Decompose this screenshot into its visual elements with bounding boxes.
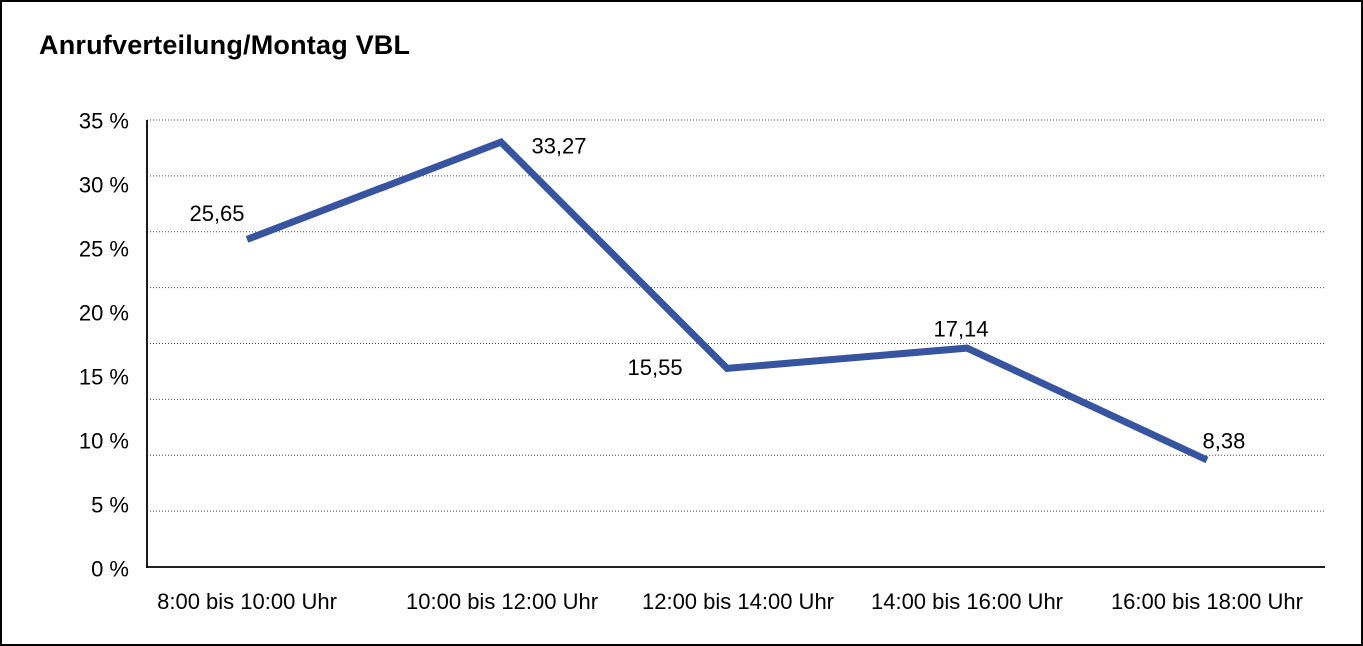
x-category-label: 8:00 bis 10:00 Uhr	[157, 589, 337, 614]
x-category-label: 10:00 bis 12:00 Uhr	[406, 589, 598, 614]
y-tick-label: 25 %	[79, 237, 129, 262]
y-tick-label: 10 %	[79, 429, 129, 454]
data-line	[245, 138, 1209, 464]
data-point-label: 15,55	[628, 355, 683, 380]
x-category-label: 16:00 bis 18:00 Uhr	[1111, 589, 1303, 614]
x-category-label: 12:00 bis 14:00 Uhr	[642, 589, 834, 614]
data-point-label: 33,27	[531, 134, 586, 159]
y-tick-label: 30 %	[79, 173, 129, 198]
data-point-label: 25,65	[189, 201, 244, 226]
y-tick-label: 5 %	[91, 493, 129, 518]
data-point-label: 8,38	[1203, 428, 1246, 453]
data-point-label: 17,14	[933, 317, 988, 342]
y-tick-label: 15 %	[79, 365, 129, 390]
y-tick-label: 0 %	[91, 557, 129, 582]
y-tick-label: 20 %	[79, 301, 129, 326]
chart-title: Anrufverteilung/Montag VBL	[39, 30, 411, 60]
y-tick-label: 35 %	[79, 109, 129, 134]
x-category-label: 14:00 bis 16:00 Uhr	[871, 589, 1063, 614]
